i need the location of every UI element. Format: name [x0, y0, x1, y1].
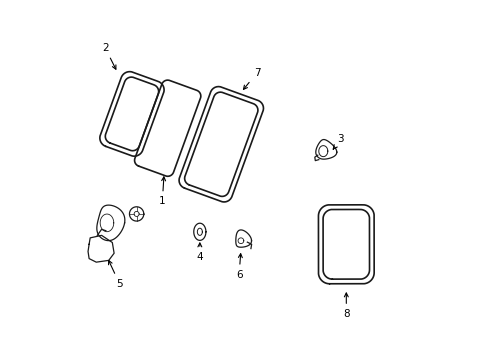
Text: 4: 4	[196, 243, 203, 262]
Text: 2: 2	[102, 43, 116, 69]
Text: 3: 3	[332, 134, 344, 149]
Text: 5: 5	[108, 260, 122, 289]
Text: 8: 8	[342, 293, 349, 319]
Text: 6: 6	[235, 254, 242, 280]
Text: 1: 1	[159, 177, 165, 206]
Text: 7: 7	[243, 68, 260, 89]
